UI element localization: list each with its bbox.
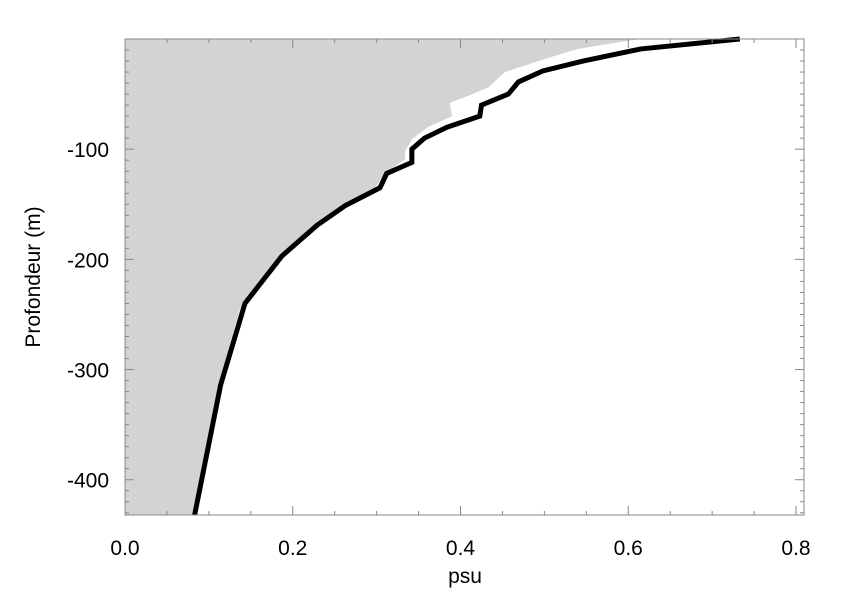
x-tick-label: 0.4 (446, 537, 476, 560)
plot-frame (124, 38, 805, 516)
y-tick-label: -400 (67, 470, 109, 493)
x-tick-label: 0.0 (110, 537, 139, 560)
y-tick-label: -100 (67, 139, 109, 162)
x-tick-label: 0.6 (614, 537, 643, 560)
y-axis-label: Profondeur (m) (22, 206, 45, 347)
area (125, 39, 641, 515)
y-tick-label: -200 (67, 249, 109, 272)
line (192, 36, 741, 516)
x-axis-label: psu (448, 565, 482, 588)
y-tick-label: -300 (67, 360, 109, 383)
x-tick-label: 0.2 (278, 537, 307, 560)
x-tick-label: 0.8 (781, 537, 810, 560)
